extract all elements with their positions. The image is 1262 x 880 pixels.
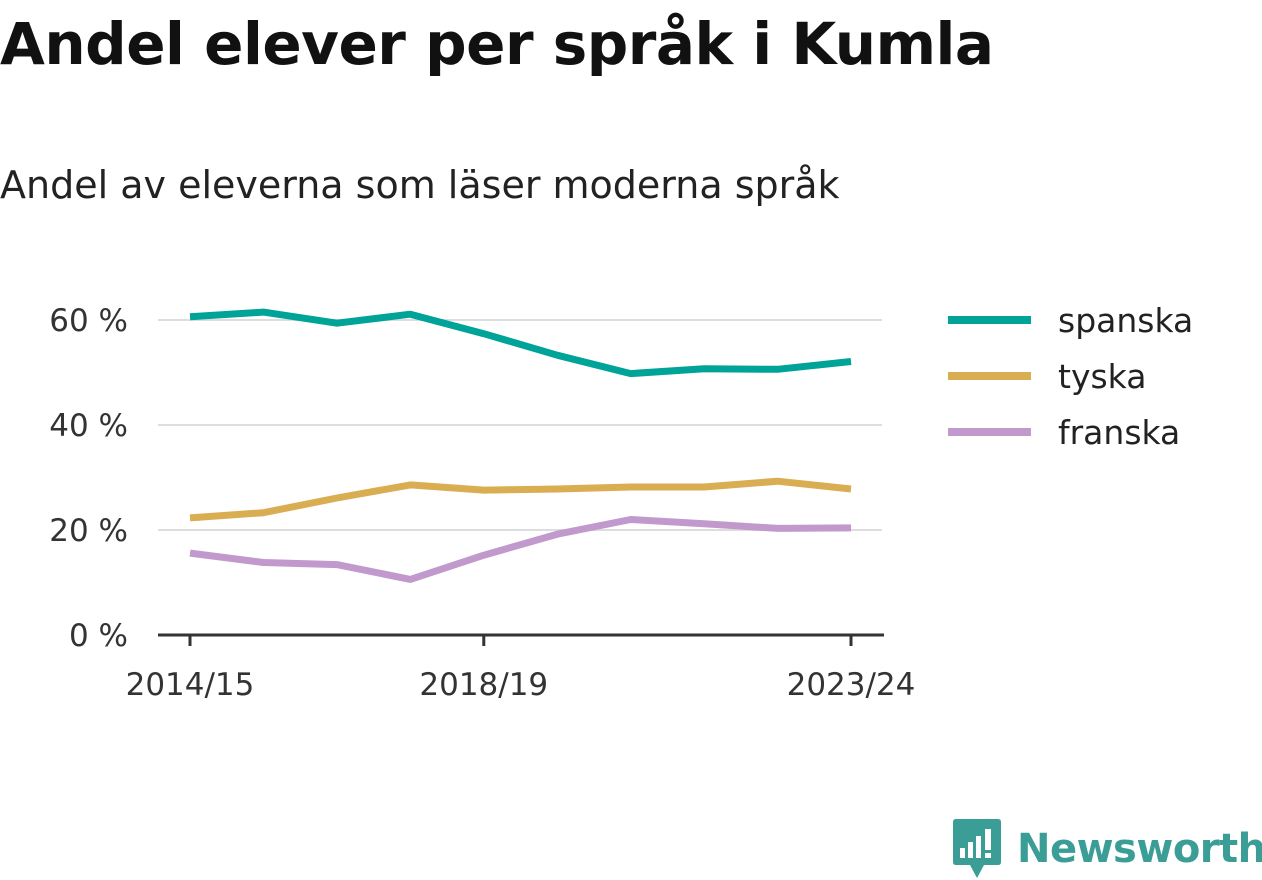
chart-subtitle: Andel av eleverna som läser moderna språ… bbox=[0, 163, 840, 207]
gridlines bbox=[158, 319, 882, 531]
y-tick-label: 0 % bbox=[69, 618, 128, 654]
x-tick-label: 2014/15 bbox=[126, 667, 255, 703]
series-line-franska bbox=[189, 516, 852, 583]
legend-label-franska: franska bbox=[1058, 413, 1180, 452]
series-line-tyska bbox=[189, 477, 852, 522]
y-axis-ticks: 0 % 20 % 40 % 60 % bbox=[49, 303, 128, 654]
x-axis bbox=[158, 633, 884, 646]
x-tick-label: 2023/24 bbox=[787, 667, 916, 703]
x-axis-ticks: 2014/15 2018/19 2023/24 bbox=[126, 667, 916, 703]
legend-label-spanska: spanska bbox=[1058, 301, 1193, 340]
series-lines bbox=[189, 308, 852, 583]
x-tick-label: 2018/19 bbox=[419, 667, 548, 703]
newsworthy-logo-icon bbox=[953, 819, 1001, 878]
newsworthy-logo: Newsworthy bbox=[951, 818, 1262, 880]
brand-name: Newsworthy bbox=[1017, 826, 1262, 872]
series-line-spanska bbox=[189, 308, 852, 378]
y-tick-label: 40 % bbox=[49, 408, 128, 444]
chart-title: Andel elever per språk i Kumla bbox=[0, 10, 994, 78]
legend-label-tyska: tyska bbox=[1058, 357, 1146, 396]
y-tick-label: 20 % bbox=[49, 513, 128, 549]
legend: spanska tyska franska bbox=[948, 301, 1193, 452]
y-tick-label: 60 % bbox=[49, 303, 128, 339]
